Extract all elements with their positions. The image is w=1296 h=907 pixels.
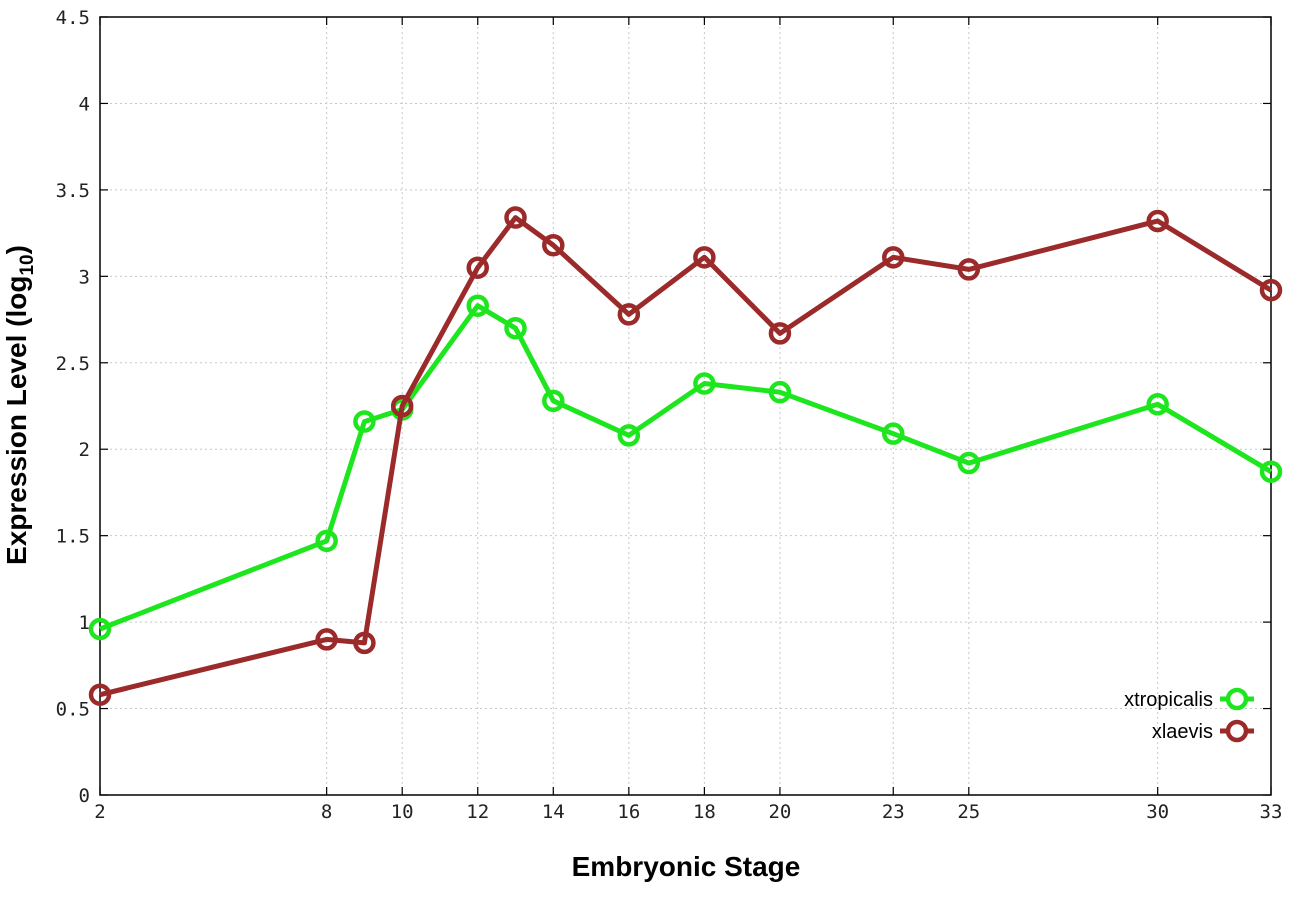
x-tick-label: 23 [882, 801, 905, 823]
y-tick-label: 3.5 [56, 180, 90, 202]
grid-lines [99, 16, 1272, 796]
data-point [1146, 209, 1169, 233]
x-tick-label: 2 [94, 801, 105, 823]
data-point [882, 246, 905, 269]
data-point [504, 206, 527, 229]
data-point [353, 631, 376, 655]
y-axis-title-subscript: 10 [17, 254, 38, 275]
x-tick-label: 12 [466, 801, 489, 823]
data-point [957, 258, 981, 281]
data-point [466, 294, 489, 317]
series-line [99, 303, 1273, 632]
data-point [542, 233, 565, 257]
y-tick-label: 2 [79, 439, 90, 461]
data-point [466, 256, 489, 279]
data-point [315, 529, 338, 553]
data-point [882, 422, 905, 445]
data-point [957, 451, 981, 475]
data-point [88, 617, 112, 641]
plot-frame [99, 16, 1272, 796]
y-tick-label: 1.5 [56, 526, 90, 548]
data-point [1259, 278, 1283, 302]
data-point [617, 303, 641, 326]
data-point [617, 424, 641, 447]
x-tick-label: 30 [1146, 801, 1169, 823]
x-tick-label: 20 [768, 801, 791, 823]
legend: xtropicalis xlaevis [1124, 687, 1254, 743]
x-axis-title: Embryonic Stage [572, 851, 801, 882]
legend-label: xtropicalis [1124, 689, 1213, 711]
y-tick-label: 0 [79, 785, 90, 807]
data-point [1259, 460, 1283, 483]
x-tick-label: 16 [617, 801, 640, 823]
x-tick-label: 18 [693, 801, 716, 823]
series-line [99, 215, 1273, 698]
axis-ticks: 0 0.5 1 1.5 2 2.5 3 3.5 4 4.5 2 8 10 12 14 16 18 20 23 25 30… [56, 7, 1283, 823]
y-tick-label: 4 [79, 93, 90, 115]
legend-marker-swatch [1225, 719, 1249, 743]
data-point [768, 380, 792, 404]
y-tick-label: 1 [79, 612, 90, 634]
data-point [390, 394, 414, 418]
data-point [693, 372, 716, 395]
x-tick-label: 33 [1260, 801, 1283, 823]
y-tick-label: 4.5 [56, 7, 90, 29]
series-layer [88, 206, 1283, 706]
y-axis-title-close: ) [1, 245, 32, 254]
y-axis-title: Expression Level (log10) [1, 245, 38, 565]
data-point [315, 628, 338, 651]
x-tick-label: 25 [957, 801, 980, 823]
y-tick-label: 0.5 [56, 699, 90, 721]
legend-item-xlaevis: xlaevis [1152, 719, 1254, 743]
series-xtropicalis [88, 294, 1283, 641]
x-tick-label: 14 [542, 801, 565, 823]
y-tick-label: 3 [79, 266, 90, 288]
legend-marker-swatch [1225, 687, 1249, 711]
data-point [88, 683, 112, 706]
data-point [542, 389, 565, 413]
series-xlaevis [88, 206, 1283, 706]
data-point [504, 316, 527, 340]
data-point [1146, 393, 1169, 416]
legend-item-xtropicalis: xtropicalis [1124, 687, 1254, 711]
data-point [353, 410, 376, 433]
data-point [693, 246, 716, 269]
data-point [768, 322, 792, 345]
legend-label: xlaevis [1152, 721, 1213, 743]
y-tick-label: 2.5 [56, 353, 90, 375]
x-tick-label: 10 [391, 801, 414, 823]
x-tick-label: 8 [321, 801, 332, 823]
y-axis-title-main: Expression Level (log [1, 276, 32, 565]
